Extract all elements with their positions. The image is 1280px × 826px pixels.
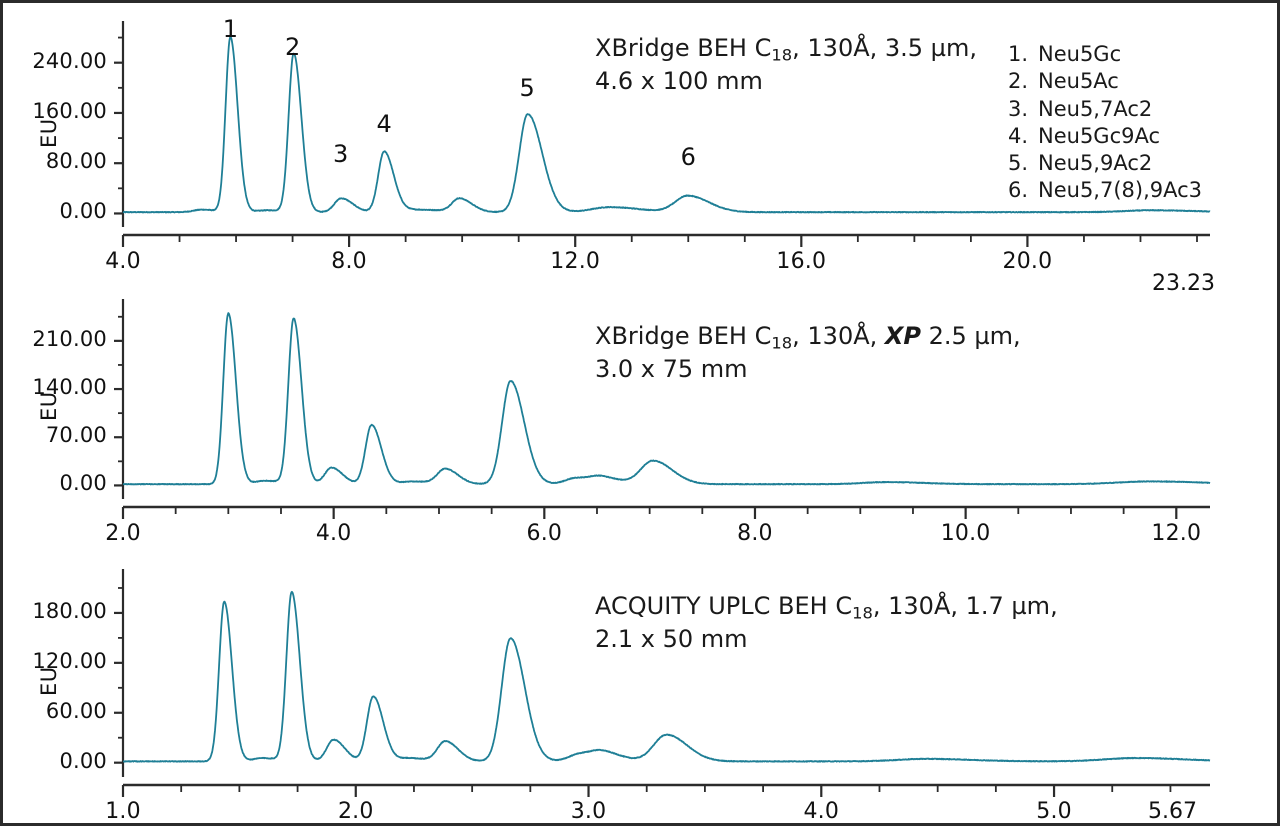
y-tick-label: 0.00 [59, 199, 107, 224]
legend-item-label: Neu5,9Ac2 [1038, 151, 1153, 176]
panel-1-annotation-line1: XBridge BEH C18, 130Å, 3.5 µm, [595, 34, 977, 65]
legend-item: 4. Neu5Gc9Ac [1008, 123, 1202, 150]
chromatogram-panel-2: EU XBridge BEH C18, 130Å, XP 2.5 µm, 3.0… [3, 281, 1277, 551]
y-tick-label: 0.00 [59, 471, 107, 496]
legend-item-label: Neu5Gc9Ac [1038, 123, 1161, 148]
legend-item-number: 3. [1008, 96, 1029, 121]
legend-item-number: 2. [1008, 69, 1029, 94]
panel-1-annotation-line2: 4.6 x 100 mm [595, 67, 763, 96]
x-tick-label: 12.0 [550, 249, 601, 274]
x-axis-end-label: 5.67 [1148, 799, 1197, 824]
x-tick-label: 6.0 [526, 521, 563, 546]
legend-item: 3. Neu5,7Ac2 [1008, 96, 1202, 123]
y-tick-label: 210.00 [32, 326, 107, 351]
legend-item-number: 1. [1008, 42, 1029, 66]
panel-plot-area [114, 299, 1211, 519]
panel-plot-area [114, 21, 1211, 247]
panel-3-annotation-line2: 2.1 x 50 mm [595, 625, 748, 654]
chromatogram-trace [122, 590, 1211, 763]
peak-number-label: 1 [222, 15, 239, 44]
x-tick-label: 4.0 [105, 249, 141, 274]
x-tick-label: 10.0 [940, 521, 991, 546]
peak-number-label: 6 [680, 143, 696, 172]
legend-item-label: Neu5Gc [1038, 42, 1122, 66]
peak-number-label: 4 [376, 109, 392, 138]
y-tick-label: 140.00 [32, 375, 107, 400]
panel-1-annotation: XBridge BEH C18, 130Å, 3.5 µm, 4.6 x 100… [595, 33, 977, 97]
legend-item: 5. Neu5,9Ac2 [1008, 150, 1202, 177]
legend-item-label: Neu5,7Ac2 [1038, 96, 1153, 121]
peak-number-label: 3 [332, 139, 349, 168]
x-tick-label: 4.0 [315, 521, 352, 546]
x-tick-label: 20.0 [1002, 249, 1053, 274]
chromatogram-panel-3: EU ACQUITY UPLC BEH C18, 130Å, 1.7 µm, 2… [3, 551, 1277, 824]
peak-number-label: 2 [284, 32, 301, 61]
y-tick-label: 120.00 [32, 648, 107, 673]
panel-2-annotation: XBridge BEH C18, 130Å, XP 2.5 µm, 3.0 x … [595, 321, 1021, 385]
panel-3-annotation: ACQUITY UPLC BEH C18, 130Å, 1.7 µm, 2.1 … [595, 591, 1058, 655]
x-axis-end-label: 23.23 [1152, 271, 1215, 296]
y-tick-label: 240.00 [32, 48, 107, 73]
panel-2-annotation-line1: XBridge BEH C18, 130Å, XP 2.5 µm, [595, 322, 1021, 353]
x-tick-label: 2.0 [105, 521, 141, 546]
x-tick-label: 5.0 [1036, 799, 1072, 824]
x-tick-label: 12.0 [1151, 521, 1202, 546]
x-tick-label: 1.0 [105, 799, 141, 824]
x-tick-label: 3.0 [570, 799, 607, 824]
y-tick-label: 60.00 [45, 698, 107, 723]
panel-3-annotation-line1: ACQUITY UPLC BEH C18, 130Å, 1.7 µm, [595, 592, 1058, 623]
legend-item-number: 4. [1008, 123, 1029, 148]
x-tick-label: 4.0 [803, 799, 840, 824]
legend-item-number: 6. [1008, 178, 1029, 203]
y-tick-label: 180.00 [32, 598, 107, 623]
panel-plot-area [114, 569, 1211, 797]
y-tick-label: 0.00 [59, 748, 107, 773]
legend-item-label: Neu5Ac [1038, 69, 1119, 94]
y-tick-label: 160.00 [32, 98, 107, 123]
x-tick-label: 8.0 [331, 249, 367, 274]
x-tick-label: 16.0 [776, 249, 827, 274]
peak-legend: 1. Neu5Gc 2. Neu5Ac 3. Neu5,7Ac2 4. Neu5Gc9A… [1008, 41, 1202, 205]
chromatogram-panel-1: EU XBridge BEH C18, 130Å, 3.5 µm, 4.6 x … [3, 3, 1277, 296]
y-tick-label: 80.00 [45, 149, 107, 174]
x-tick-label: 8.0 [737, 521, 773, 546]
legend-item-label: Neu5,7(8),9Ac3 [1038, 178, 1203, 203]
chromatogram-trace [122, 36, 1211, 214]
chromatogram-trace [122, 312, 1211, 486]
legend-item: 6. Neu5,7(8),9Ac3 [1008, 177, 1202, 204]
legend-item-number: 5. [1008, 151, 1029, 176]
panel-2-annotation-line2: 3.0 x 75 mm [595, 355, 748, 384]
peak-number-label: 5 [519, 74, 535, 103]
legend-item: 1. Neu5Gc [1008, 41, 1202, 68]
x-tick-label: 2.0 [337, 799, 374, 824]
y-tick-label: 70.00 [45, 423, 107, 448]
legend-item: 2. Neu5Ac [1008, 68, 1202, 95]
